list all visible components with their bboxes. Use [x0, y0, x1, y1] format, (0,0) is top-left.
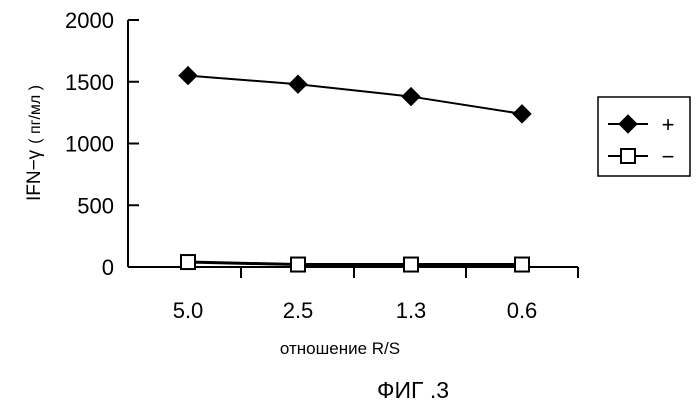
legend-label: + — [662, 112, 675, 137]
y-tick-label: 1500 — [65, 70, 114, 95]
y-axis-label: IFN−γ ( пг/мл ) — [24, 85, 45, 201]
svg-text:IFN−γ( пг/мл ): IFN−γ ( пг/мл ) — [24, 85, 45, 201]
series-plus-point — [179, 67, 197, 85]
y-axis-label-unit: ( пг/мл ) — [27, 85, 44, 144]
x-axis-label: отношение R/S — [280, 339, 400, 358]
y-tick-label: 1000 — [65, 132, 114, 157]
series-minus-line — [188, 262, 522, 264]
legend: +− — [598, 97, 690, 176]
y-axis-label-main: IFN−γ — [24, 149, 45, 201]
series-minus-point — [181, 255, 195, 269]
x-tick-label: 0.6 — [507, 298, 538, 323]
x-axis-ticks: 5.0 2.5 1.3 0.6 — [173, 267, 578, 323]
series-minus-point — [404, 258, 418, 272]
y-tick-label: 0 — [102, 255, 114, 280]
x-tick-label: 5.0 — [173, 298, 204, 323]
legend-label: − — [662, 144, 675, 169]
series-minus-point — [515, 258, 529, 272]
series-plus-point — [402, 88, 420, 106]
y-tick-label: 2000 — [65, 8, 114, 33]
x-tick-label: 1.3 — [396, 298, 427, 323]
x-tick-label: 2.5 — [283, 298, 314, 323]
series-plus-point — [289, 75, 307, 93]
figure-caption: ФИГ .3 — [377, 377, 449, 403]
series-plus-line — [188, 76, 522, 114]
y-tick-label: 500 — [77, 193, 114, 218]
series-layer — [179, 67, 531, 272]
legend-box — [598, 97, 690, 176]
series-minus-point — [291, 258, 305, 272]
series-plus-point — [513, 105, 531, 123]
legend-marker-minus — [621, 149, 635, 163]
